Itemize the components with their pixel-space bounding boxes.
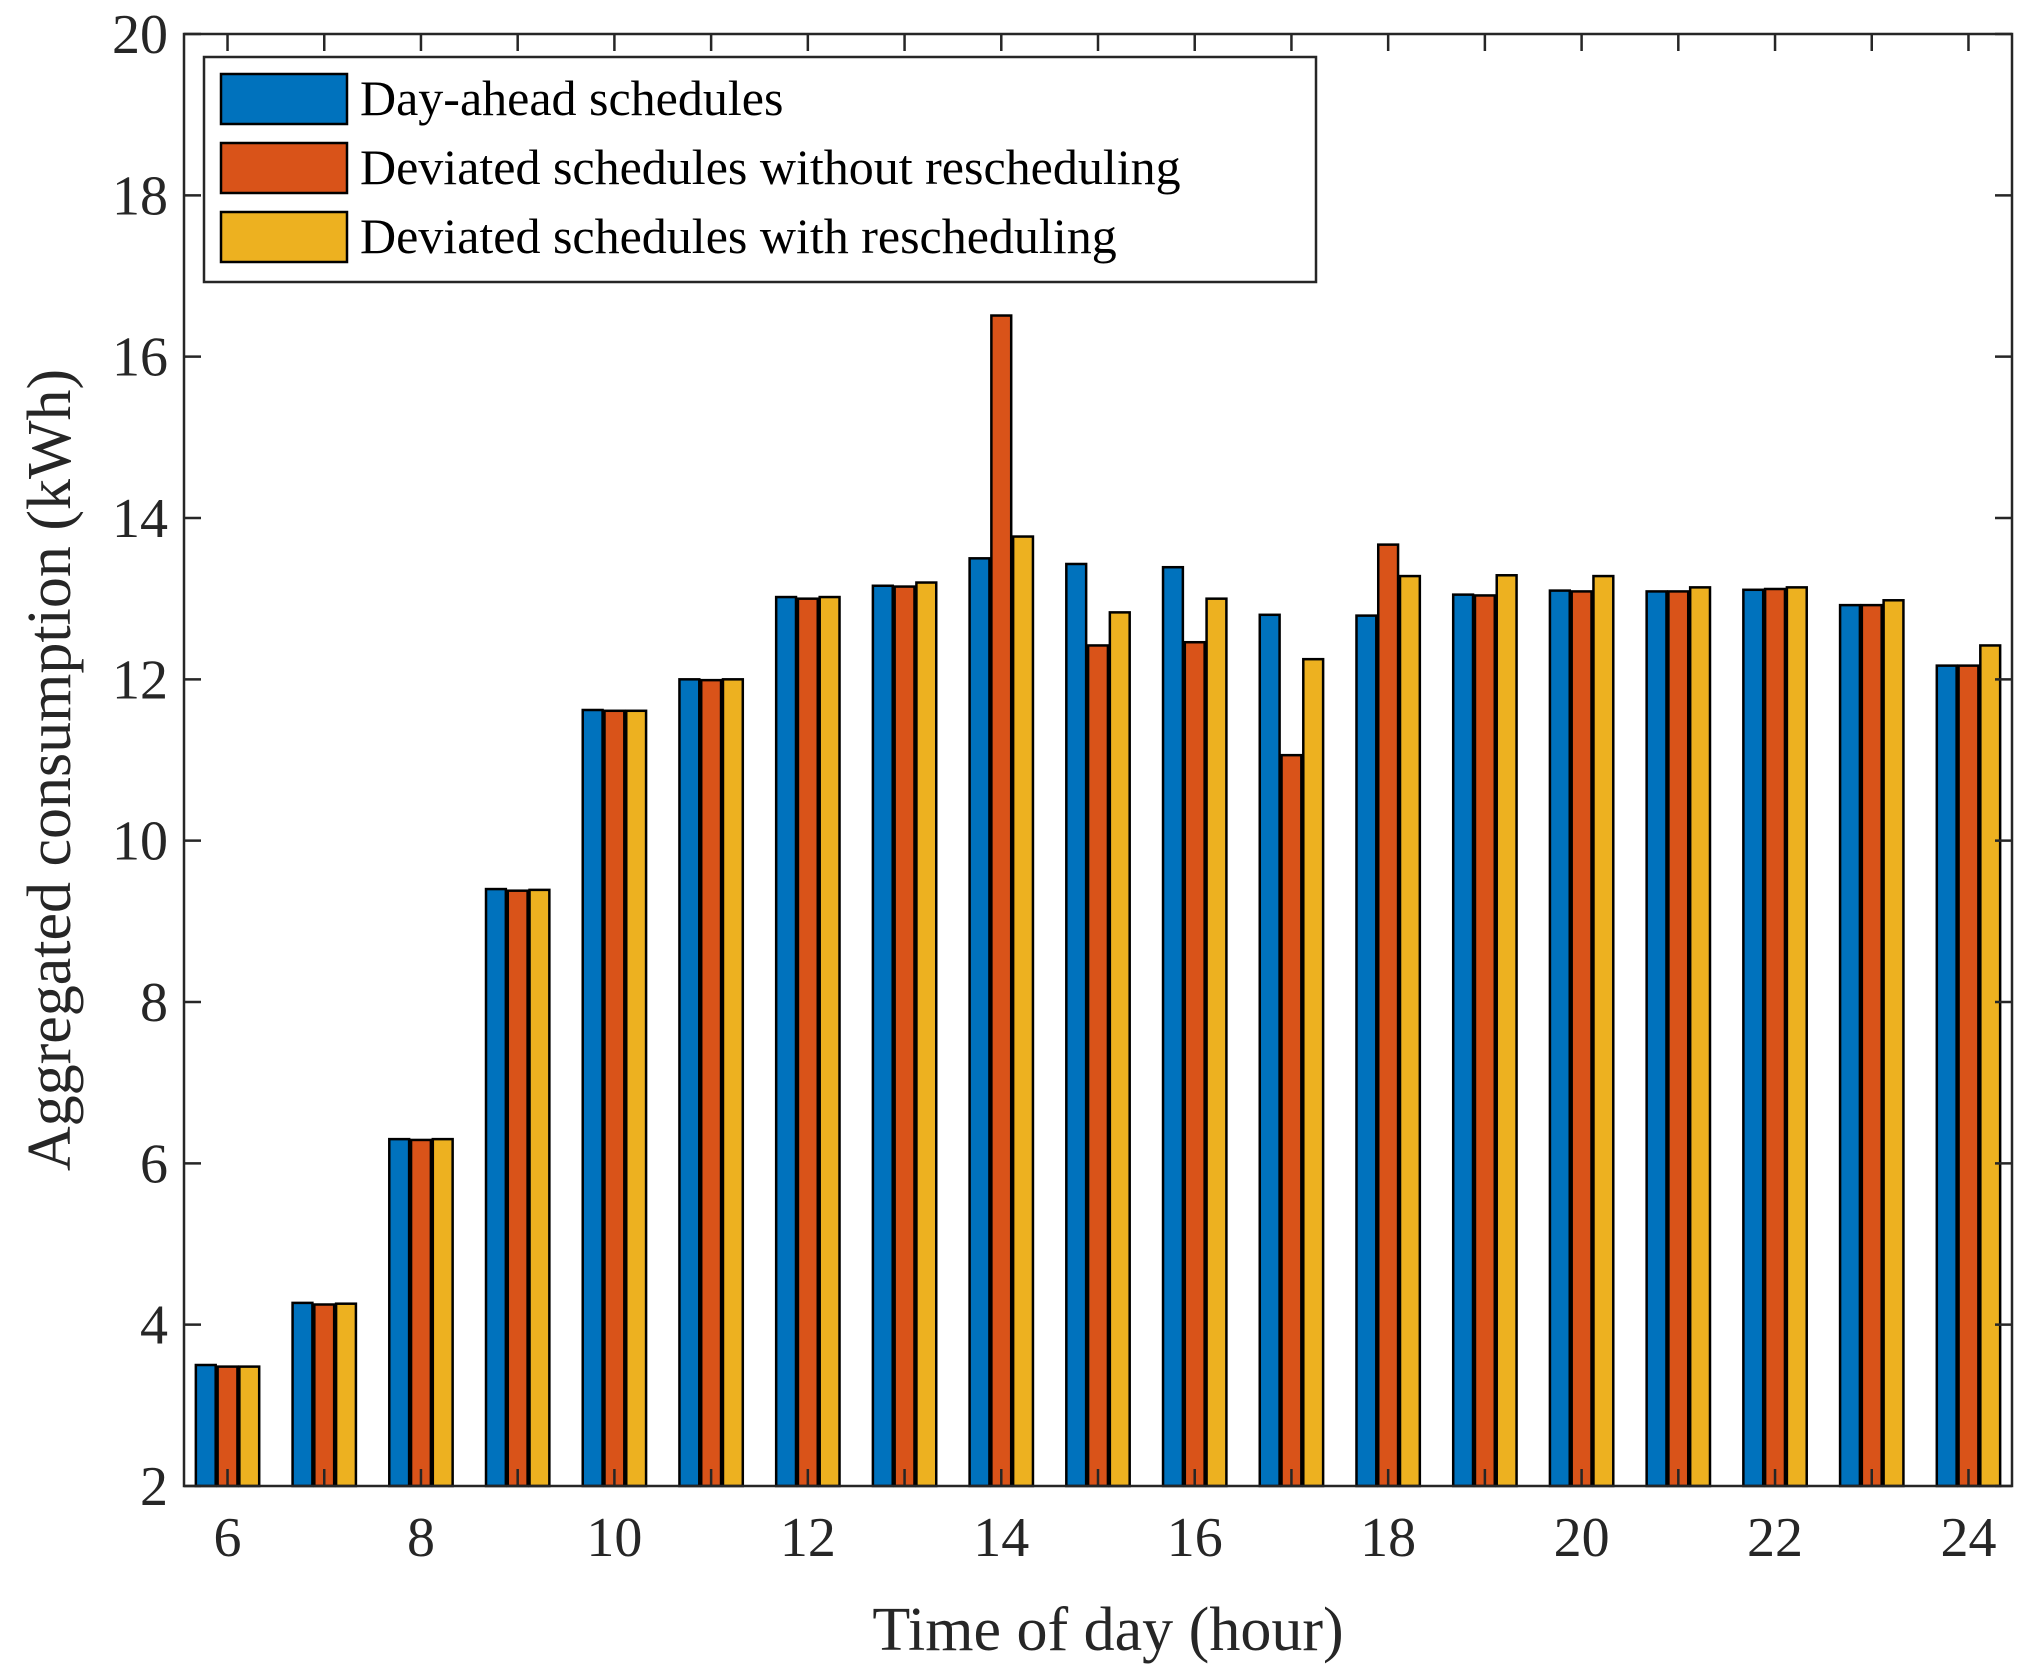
y-tick-label: 12 bbox=[112, 649, 168, 711]
legend-label-2: Deviated schedules without rescheduling bbox=[360, 139, 1181, 195]
bar-series-3-hour-21 bbox=[1688, 586, 1712, 1488]
bar-series-1-hour-21 bbox=[1645, 590, 1668, 1488]
bar-series-2-hour-14 bbox=[990, 314, 1013, 1488]
legend-swatch-3 bbox=[219, 210, 349, 264]
bar-series-2-hour-18 bbox=[1376, 543, 1400, 1488]
x-tick-label: 18 bbox=[1360, 1507, 1416, 1569]
bar-series-3-hour-13 bbox=[915, 581, 938, 1488]
legend: Day-ahead schedules Deviated schedules wi… bbox=[202, 55, 1318, 284]
bar-series-1-hour-24 bbox=[1935, 664, 1958, 1488]
bar-series-2-hour-7 bbox=[313, 1303, 336, 1488]
bar-series-2-hour-20 bbox=[1570, 590, 1593, 1488]
bar-series-1-hour-19 bbox=[1451, 593, 1475, 1488]
y-axis-title: Aggregated consumption (kWh) bbox=[16, 369, 84, 1171]
bar-series-2-hour-16 bbox=[1183, 640, 1206, 1488]
bar-series-2-hour-10 bbox=[603, 709, 626, 1488]
bar-series-1-hour-23 bbox=[1838, 603, 1862, 1488]
y-tick-label: 14 bbox=[112, 488, 168, 550]
bar-series-3-hour-18 bbox=[1398, 574, 1422, 1488]
x-tick-label: 14 bbox=[973, 1507, 1029, 1569]
legend-label-1: Day-ahead schedules bbox=[360, 70, 783, 126]
bar-series-1-hour-14 bbox=[968, 557, 991, 1488]
bar-series-2-hour-8 bbox=[409, 1138, 433, 1488]
bar-series-3-hour-12 bbox=[818, 595, 841, 1488]
bar-series-3-hour-7 bbox=[334, 1302, 358, 1488]
y-tick-label: 20 bbox=[112, 4, 168, 66]
bar-series-1-hour-8 bbox=[388, 1137, 411, 1488]
bar-series-1-hour-20 bbox=[1548, 589, 1572, 1488]
legend-label-3: Deviated schedules with rescheduling bbox=[360, 208, 1117, 264]
bar-series-3-hour-19 bbox=[1495, 574, 1518, 1488]
legend-box bbox=[202, 55, 1318, 284]
bar-series-1-hour-16 bbox=[1161, 565, 1185, 1488]
bar-series-3-hour-20 bbox=[1592, 574, 1615, 1488]
x-tick-label: 8 bbox=[407, 1507, 435, 1569]
bar-series-1-hour-18 bbox=[1355, 614, 1378, 1488]
bar-series-3-hour-11 bbox=[721, 678, 745, 1488]
bar-series-3-hour-22 bbox=[1785, 586, 1808, 1488]
bar-series-1-hour-15 bbox=[1065, 562, 1088, 1488]
bar-series-1-hour-10 bbox=[581, 708, 604, 1488]
bar-series-3-hour-23 bbox=[1882, 599, 1905, 1488]
bar-series-3-hour-24 bbox=[1979, 644, 2002, 1488]
x-tick-label: 10 bbox=[586, 1507, 642, 1569]
bar-series-1-hour-17 bbox=[1258, 613, 1281, 1488]
bar-series-1-hour-6 bbox=[194, 1363, 217, 1488]
bar-series-3-hour-9 bbox=[528, 888, 551, 1488]
bar-series-2-hour-15 bbox=[1086, 644, 1110, 1488]
bar-series-2-hour-23 bbox=[1860, 603, 1883, 1488]
y-tick-label: 18 bbox=[112, 165, 168, 227]
bar-series-2-hour-17 bbox=[1280, 753, 1303, 1488]
bar-series-2-hour-13 bbox=[893, 585, 916, 1488]
bar-series-2-hour-21 bbox=[1667, 590, 1690, 1488]
x-tick-label: 16 bbox=[1167, 1507, 1223, 1569]
y-tick-label: 8 bbox=[140, 972, 168, 1034]
bar-series-2-hour-19 bbox=[1473, 594, 1497, 1488]
x-tick-label: 22 bbox=[1747, 1507, 1803, 1569]
bar-series-2-hour-11 bbox=[699, 678, 723, 1488]
bar-series-2-hour-6 bbox=[216, 1365, 239, 1488]
x-tick-label: 6 bbox=[214, 1507, 242, 1569]
bar-series-3-hour-17 bbox=[1302, 657, 1325, 1488]
x-tick-label: 24 bbox=[1940, 1507, 1996, 1569]
bar-series-2-hour-9 bbox=[506, 889, 529, 1488]
bar-series-3-hour-8 bbox=[431, 1137, 454, 1488]
bar-series-2-hour-12 bbox=[796, 597, 820, 1488]
x-tick-label: 20 bbox=[1554, 1507, 1610, 1569]
bar-series-1-hour-13 bbox=[871, 584, 894, 1488]
bar-series-1-hour-11 bbox=[678, 678, 701, 1488]
bar-series-3-hour-16 bbox=[1205, 597, 1228, 1488]
y-tick-label: 10 bbox=[112, 811, 168, 873]
bar-series-3-hour-15 bbox=[1108, 611, 1131, 1488]
bar-series-2-hour-22 bbox=[1763, 587, 1787, 1488]
bar-series-1-hour-9 bbox=[484, 887, 508, 1488]
bar-series-3-hour-6 bbox=[238, 1365, 261, 1488]
y-tick-label: 6 bbox=[140, 1133, 168, 1195]
x-axis-title: Time of day (hour) bbox=[872, 1596, 1343, 1664]
y-tick-label: 4 bbox=[140, 1295, 168, 1357]
y-tick-label: 16 bbox=[112, 327, 168, 389]
bar-series-1-hour-22 bbox=[1742, 588, 1765, 1488]
bar-series-1-hour-12 bbox=[774, 595, 798, 1488]
bar-series-2-hour-24 bbox=[1957, 664, 1980, 1488]
bar-series-3-hour-14 bbox=[1011, 535, 1035, 1488]
x-tick-label: 12 bbox=[780, 1507, 836, 1569]
y-tick-label: 2 bbox=[140, 1456, 168, 1518]
legend-swatch-2 bbox=[219, 141, 349, 195]
bar-series-1-hour-7 bbox=[291, 1301, 314, 1488]
legend-swatch-1 bbox=[219, 72, 349, 126]
bar-series-3-hour-10 bbox=[625, 709, 648, 1488]
